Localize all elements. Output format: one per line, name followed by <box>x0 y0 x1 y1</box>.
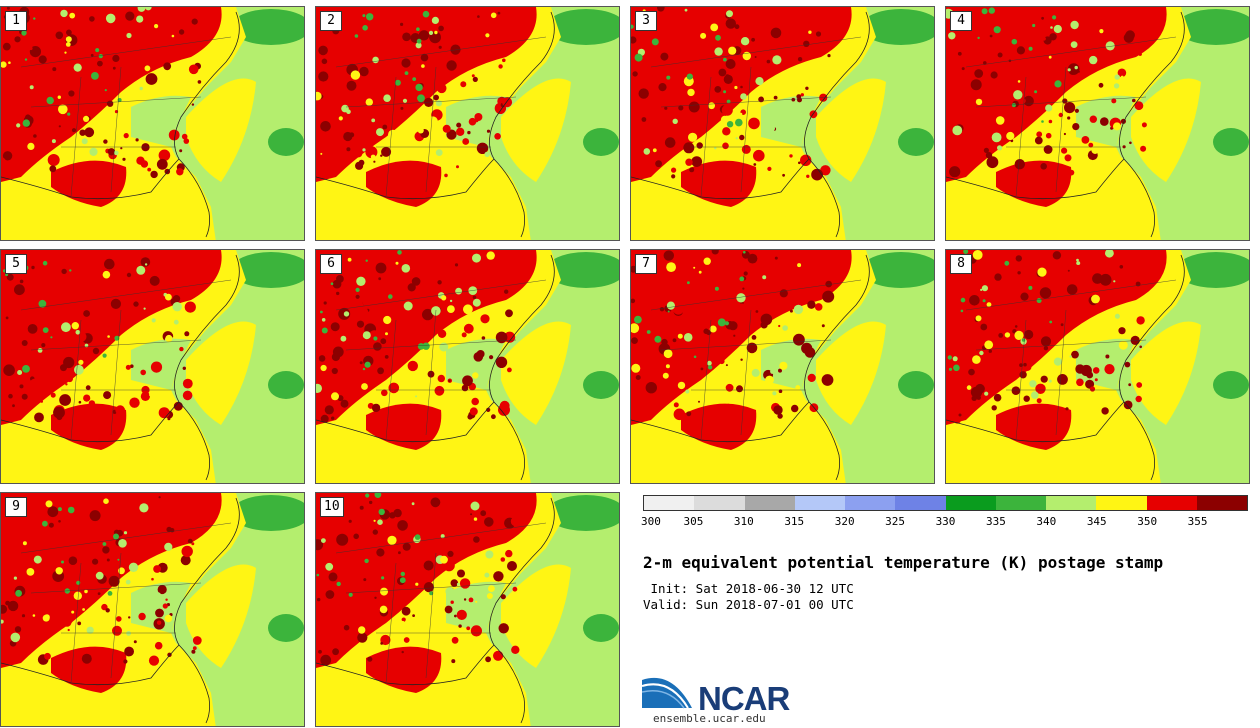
panel-number: 3 <box>635 11 657 31</box>
postage-stamp-panel: 3 <box>630 6 935 241</box>
postage-stamp-panel: 1 <box>0 6 305 241</box>
colorbar-tick-label: 315 <box>784 515 805 528</box>
colorbar-tick-labels: 300 305 310 315 320 325 330 335 340 345 350 355 <box>641 515 1248 531</box>
colorbar-tick-label: 305 <box>683 515 704 528</box>
panel-number: 1 <box>5 11 27 31</box>
colorbar-segment <box>895 496 946 510</box>
panel-number: 9 <box>5 497 27 517</box>
panel-number: 8 <box>950 254 972 274</box>
figure-title: 2-m equivalent potential temperature (K)… <box>643 553 1164 572</box>
colorbar-tick-label: 345 <box>1086 515 1107 528</box>
panel-number: 2 <box>320 11 342 31</box>
ncar-logo-icon <box>642 677 692 709</box>
postage-stamp-panel: 7 <box>630 249 935 484</box>
colorbar-tick-label: 320 <box>834 515 855 528</box>
colorbar-tick-label: 350 <box>1137 515 1158 528</box>
colorbar-tick-label: 335 <box>985 515 1006 528</box>
colorbar-tick-label: 355 <box>1187 515 1208 528</box>
postage-stamp-panel: 10 <box>315 492 620 727</box>
colorbar-segment <box>1046 496 1097 510</box>
postage-stamp-panel: 4 <box>945 6 1250 241</box>
init-time: Init: Sat 2018-06-30 12 UTC <box>643 581 854 596</box>
colorbar-segment <box>1196 496 1247 510</box>
colorbar-segment <box>744 496 795 510</box>
colorbar-segment <box>644 496 695 510</box>
colorbar-segment <box>845 496 896 510</box>
colorbar-segment <box>995 496 1046 510</box>
colorbar-tick-label: 310 <box>733 515 754 528</box>
colorbar <box>643 495 1248 511</box>
colorbar-segment <box>794 496 845 510</box>
valid-time: Valid: Sun 2018-07-01 00 UTC <box>643 597 854 612</box>
postage-stamp-panel: 5 <box>0 249 305 484</box>
postage-stamp-panel: 2 <box>315 6 620 241</box>
postage-stamp-panel: 6 <box>315 249 620 484</box>
colorbar-segment <box>945 496 996 510</box>
panel-number: 6 <box>320 254 342 274</box>
colorbar-segment <box>1146 496 1197 510</box>
colorbar-tick-label: 340 <box>1036 515 1057 528</box>
logo-text: NCAR <box>698 680 790 717</box>
postage-stamp-panel: 9 <box>0 492 305 727</box>
postage-stamp-panel: 8 <box>945 249 1250 484</box>
colorbar-segment <box>694 496 745 510</box>
colorbar-tick-label: 330 <box>935 515 956 528</box>
colorbar-segment <box>1096 496 1147 510</box>
logo-url: ensemble.ucar.edu <box>653 712 766 725</box>
panel-number: 5 <box>5 254 27 274</box>
panel-number: 10 <box>320 497 344 517</box>
panel-number: 4 <box>950 11 972 31</box>
colorbar-tick-label: 300 <box>641 515 661 528</box>
colorbar-tick-label: 325 <box>885 515 906 528</box>
panel-number: 7 <box>635 254 657 274</box>
